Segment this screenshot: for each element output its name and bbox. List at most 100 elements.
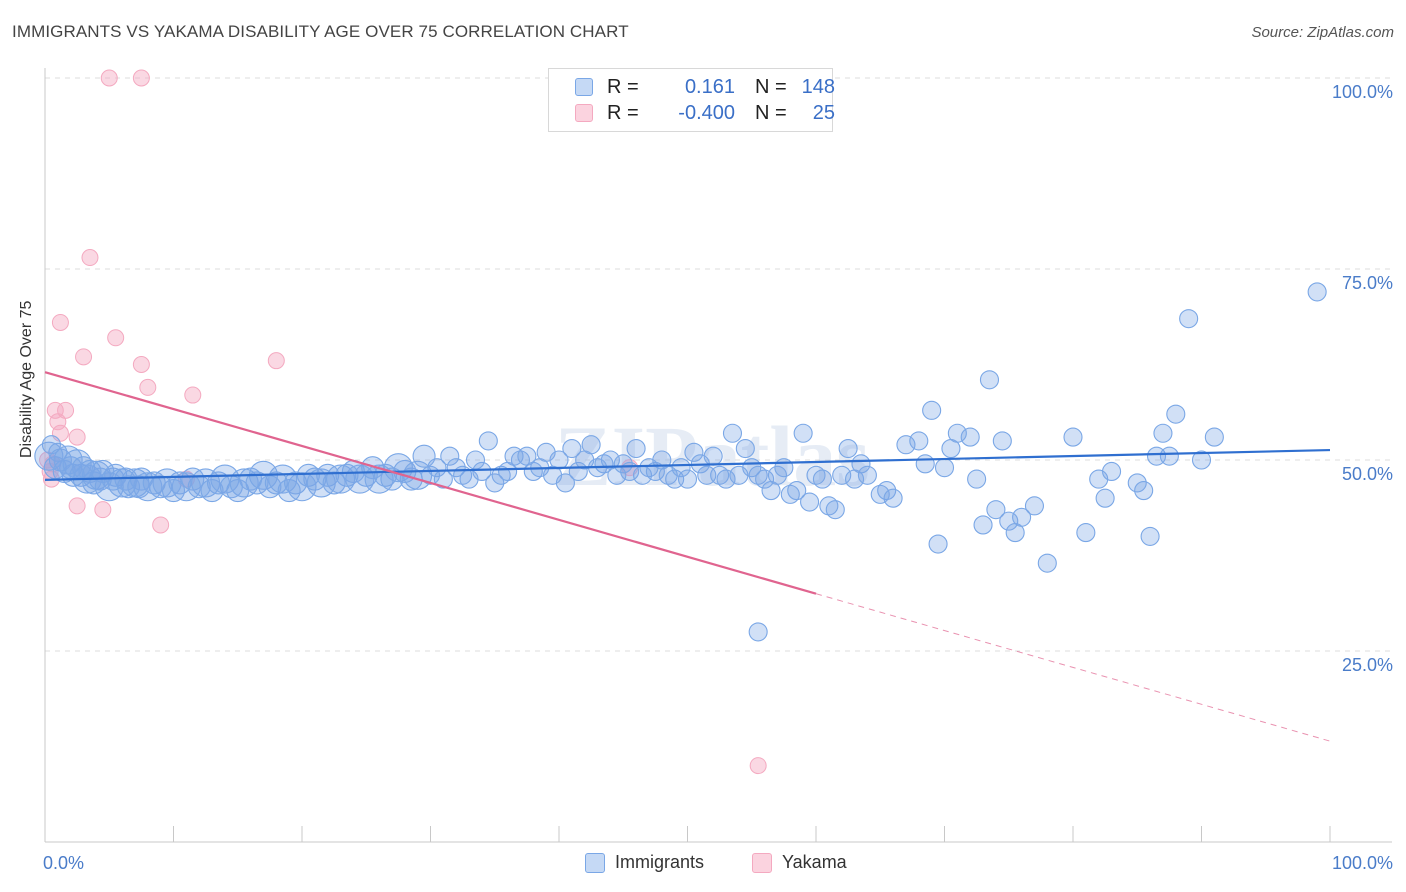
immigrants-point	[562, 438, 582, 459]
immigrants-point	[755, 469, 775, 489]
immigrants-point	[735, 438, 755, 459]
immigrants-point	[161, 479, 186, 503]
immigrants-point	[1063, 427, 1083, 447]
n-value: 148	[801, 75, 835, 98]
immigrants-point	[838, 438, 858, 459]
r-label: R =	[607, 75, 639, 98]
immigrants-point	[1012, 507, 1032, 527]
x-tick-label: 100.0%	[1332, 853, 1393, 873]
immigrants-point	[774, 458, 794, 478]
immigrants-point	[967, 469, 987, 489]
correlation-legend: R = 0.161 N = 148 R = -0.400 N = 25	[548, 68, 835, 132]
immigrants-point	[684, 442, 704, 462]
immigrants-point	[373, 463, 398, 487]
yakama-point	[184, 386, 202, 404]
gridlines	[45, 77, 1392, 652]
immigrants-point	[440, 446, 460, 466]
immigrants-point	[149, 475, 173, 499]
y-tick-label: 75.0%	[1342, 273, 1393, 293]
immigrants-point	[485, 473, 505, 493]
trend-lines	[44, 371, 1331, 742]
immigrants-point	[922, 400, 942, 420]
yakama-point	[75, 348, 93, 366]
immigrants-swatch	[575, 78, 593, 96]
legend-row-immigrants: R = 0.161 N = 148	[575, 74, 835, 100]
immigrants-point	[316, 463, 340, 487]
immigrants-point	[446, 458, 466, 478]
immigrants-point	[335, 463, 359, 487]
immigrants-point	[832, 465, 852, 485]
n-value: 25	[812, 101, 835, 124]
yakama-point	[139, 378, 157, 396]
immigrants-point	[116, 475, 141, 499]
immigrants-point	[277, 479, 301, 503]
immigrants-point	[268, 464, 298, 494]
immigrants-point	[200, 479, 224, 503]
immigrants-point	[181, 467, 205, 491]
immigrants-point	[915, 454, 935, 474]
immigrants-point	[793, 423, 813, 443]
tick-labels: 25.0% 50.0% 75.0% 100.0% 0.0% 100.0%	[43, 82, 1393, 873]
y-axis-label: Disability Age Over 75	[18, 300, 35, 458]
immigrants-point	[767, 465, 788, 485]
legend-row-yakama: R = -0.400 N = 25	[575, 100, 835, 126]
immigrants-point	[1095, 488, 1115, 508]
legend-label: Yakama	[782, 852, 847, 872]
immigrants-point	[934, 458, 955, 478]
immigrants-point	[1307, 282, 1327, 302]
immigrants-trend-line	[44, 448, 1331, 481]
immigrants-point	[613, 454, 633, 474]
immigrants-point	[1127, 473, 1147, 493]
yakama-point	[132, 69, 150, 87]
immigrants-point	[857, 465, 877, 485]
immigrants-point	[1191, 450, 1212, 470]
yakama-point	[57, 401, 75, 419]
immigrants-point	[1134, 481, 1154, 501]
immigrants-point	[1076, 523, 1096, 543]
immigrants-point	[472, 461, 492, 482]
immigrants-point	[716, 469, 736, 489]
immigrants-point	[1024, 496, 1044, 516]
yakama-trend-line	[44, 371, 817, 595]
immigrants-point	[284, 471, 308, 495]
immigrants-point	[851, 454, 871, 474]
y-tick-label: 25.0%	[1342, 655, 1393, 675]
x-tick-label: 0.0%	[43, 853, 84, 873]
immigrants-point	[296, 463, 320, 487]
immigrants-point	[979, 370, 1000, 390]
immigrants-points	[34, 282, 1327, 642]
source-label: Source: ZipAtlas.com	[1251, 24, 1394, 41]
yakama-point	[81, 249, 99, 267]
immigrants-point	[999, 511, 1019, 531]
yakama-swatch	[575, 104, 593, 122]
immigrants-legend-swatch	[585, 852, 605, 873]
immigrants-point	[812, 469, 832, 489]
immigrants-point	[986, 500, 1006, 520]
immigrants-point	[1204, 427, 1224, 447]
immigrants-point	[896, 435, 916, 455]
legend-item-immigrants[interactable]: Immigrants	[585, 852, 704, 873]
n-label: N =	[755, 75, 787, 98]
legend-item-yakama[interactable]: Yakama	[752, 852, 847, 873]
n-label: N =	[755, 101, 787, 124]
immigrants-point	[825, 500, 845, 520]
immigrants-point	[1102, 461, 1122, 482]
immigrants-point	[1166, 404, 1186, 424]
immigrants-point	[1153, 423, 1173, 443]
immigrants-point	[1140, 526, 1160, 546]
immigrants-point	[34, 441, 64, 471]
yakama-point	[107, 329, 125, 347]
immigrants-point	[960, 427, 980, 447]
immigrants-point	[48, 442, 68, 462]
immigrants-point	[245, 471, 269, 495]
watermark: ZIPatlas	[554, 408, 869, 504]
yakama-point	[267, 352, 285, 370]
axes	[44, 68, 1392, 843]
yakama-point	[152, 516, 170, 534]
chart-title: IMMIGRANTS VS YAKAMA DISABILITY AGE OVER…	[12, 22, 629, 41]
immigrants-point	[626, 438, 646, 459]
y-tick-label: 50.0%	[1342, 464, 1393, 484]
immigrants-point	[287, 472, 317, 502]
yakama-point	[68, 497, 86, 515]
immigrants-point	[478, 431, 498, 451]
